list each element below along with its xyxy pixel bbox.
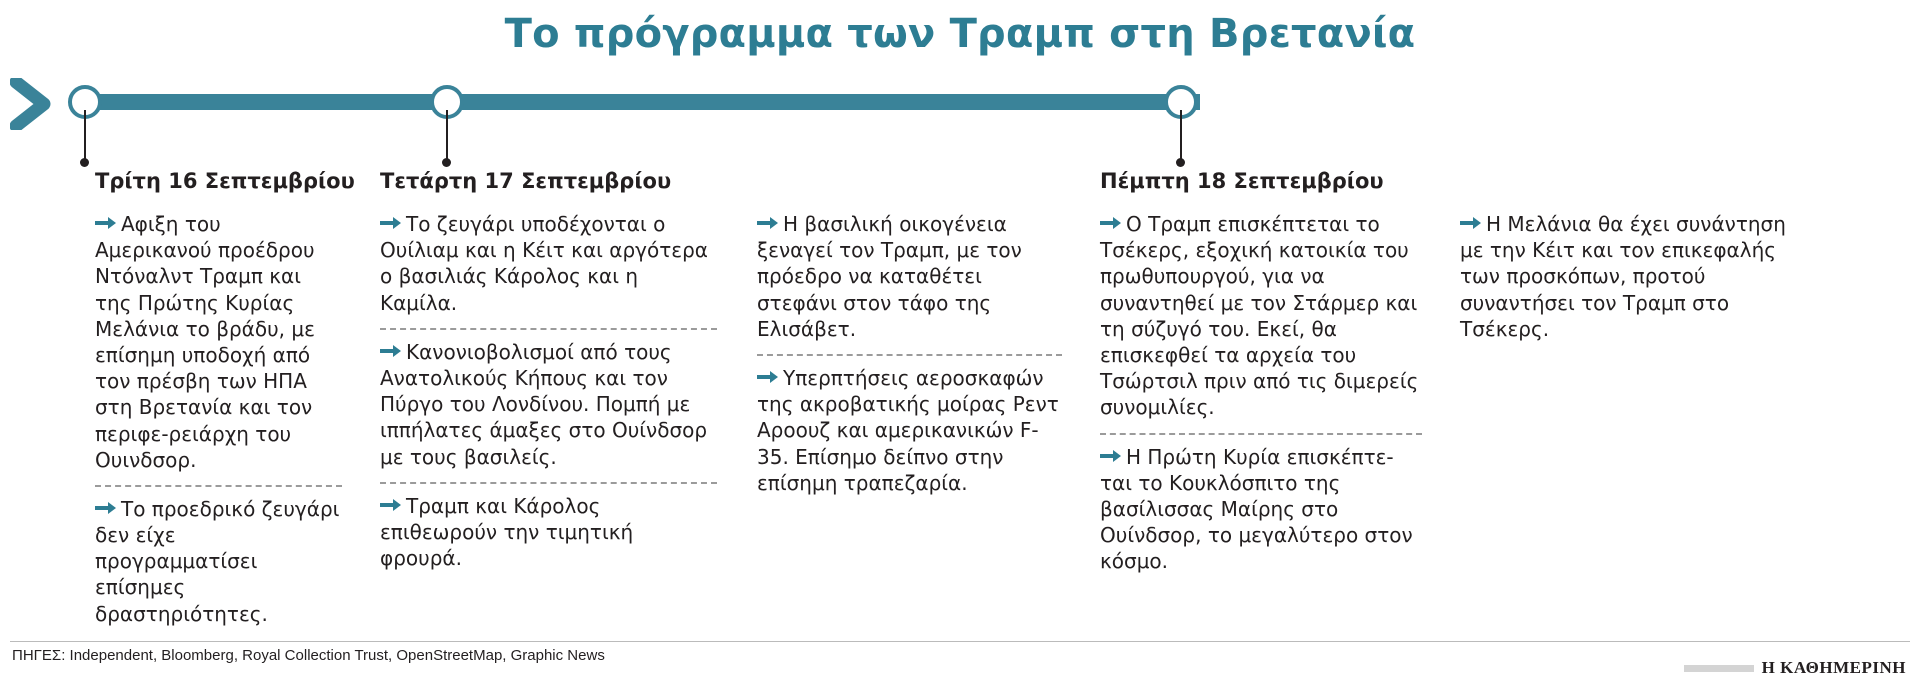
logo-text: Η ΚΑΘΗΜΕΡΙΝΗ [1761,658,1906,677]
list-item-text: Κανονιοβολισμοί από τους Ανατολικούς Κήπ… [380,339,708,469]
arrow-right-icon [757,210,779,236]
list-item: Το προεδρικό ζευγάρι δεν είχε προγραμματ… [95,495,342,633]
logo-bar [1683,664,1754,672]
column-day-2-continued: Η βασιλική οικογένεια ξεναγεί τον Τραμπ,… [735,170,1080,502]
timeline [0,68,1920,167]
list-item-text: Η Μελάνια θα έχει συνάντηση με την Κέιτ … [1460,212,1786,341]
arrow-right-icon [1460,210,1482,236]
columns-container: Τρίτη 16 Σεπτεμβρίου Αφιξη του Αμερικανο… [0,169,1920,633]
column-day-3-continued: Η Μελάνια θα έχει συνάντηση με την Κέιτ … [1440,170,1820,348]
list-item: Η Πρώτη Κυρία επισκέπτε-ται το Κουκλόσπι… [1100,443,1422,581]
column-day-2: Τετάρτη 17 Σεπτεμβρίου Το ζευγάρι υποδέχ… [360,169,735,578]
list-item-text: Η βασιλική οικογένεια ξεναγεί τον Τραμπ,… [757,212,1022,341]
column-heading: Τρίτη 16 Σεπτεμβρίου [95,169,355,193]
column-day-3: Πέμπτη 18 Σεπτεμβρίου Ο Τραμπ επισκέπτετ… [1080,169,1440,581]
list-item-text: Η Πρώτη Κυρία επισκέπτε-ται το Κουκλόσπι… [1100,444,1413,574]
timeline-dot-1 [80,158,89,167]
timeline-dot-2 [442,158,451,167]
item-divider [1100,432,1422,435]
timeline-stem-1 [84,110,86,162]
timeline-stem-2 [446,110,448,162]
list-item: Η Μελάνια θα έχει συνάντηση με την Κέιτ … [1460,210,1802,348]
list-item-text: Το ζευγάρι υποδέχονται ο Ουίλιαμ και η Κ… [380,212,708,315]
page-title: Το πρόγραμμα των Τραμπ στη Βρετανία [504,11,1416,57]
item-divider [380,327,717,330]
timeline-bar [80,94,1200,110]
arrow-right-icon [1100,443,1122,469]
list-item: Υπερπτήσεις αεροσκαφών της ακροβατικής μ… [757,364,1062,502]
timeline-stem-3 [1180,110,1182,162]
column-heading: Τετάρτη 17 Σεπτεμβρίου [380,169,672,193]
list-item: Κανονιοβολισμοί από τους Ανατολικούς Κήπ… [380,338,717,476]
list-item-text: Αφιξη του Αμερικανού προέδρου Ντόναλντ Τ… [95,212,315,472]
item-divider [95,484,342,487]
list-item: Η βασιλική οικογένεια ξεναγεί τον Τραμπ,… [757,210,1062,348]
publisher-logo: Η ΚΑΘΗΜΕΡΙΝΗ [1683,658,1906,678]
arrow-right-icon [95,210,117,236]
list-item-text: Τραμπ και Κάρολος επιθεωρούν την τιμητικ… [380,493,634,571]
sources-note: ΠΗΓΕΣ: Independent, Bloomberg, Royal Col… [12,647,605,664]
list-item: Ο Τραμπ επισκέπτεται το Τσέκερς, εξοχική… [1100,210,1422,427]
arrow-right-icon [95,495,117,521]
timeline-dot-3 [1176,158,1185,167]
arrow-right-icon [380,338,402,364]
item-divider [380,481,717,484]
arrow-right-icon [380,210,402,236]
footer-divider [10,641,1910,642]
list-item: Το ζευγάρι υποδέχονται ο Ουίλιαμ και η Κ… [380,210,717,322]
list-item: Αφιξη του Αμερικανού προέδρου Ντόναλντ Τ… [95,210,342,479]
column-heading: Πέμπτη 18 Σεπτεμβρίου [1100,169,1384,193]
arrow-right-icon [380,492,402,518]
list-item-text: Το προεδρικό ζευγάρι δεν είχε προγραμματ… [95,496,340,626]
chevron-right-icon [9,75,56,133]
arrow-right-icon [1100,210,1122,236]
list-item-text: Υπερπτήσεις αεροσκαφών της ακροβατικής μ… [757,365,1059,495]
column-day-1: Τρίτη 16 Σεπτεμβρίου Αφιξη του Αμερικανο… [0,169,360,633]
list-item-text: Ο Τραμπ επισκέπτεται το Τσέκερς, εξοχική… [1100,212,1419,420]
arrow-right-icon [757,364,779,390]
item-divider [757,353,1062,356]
list-item: Τραμπ και Κάρολος επιθεωρούν την τιμητικ… [380,492,717,578]
